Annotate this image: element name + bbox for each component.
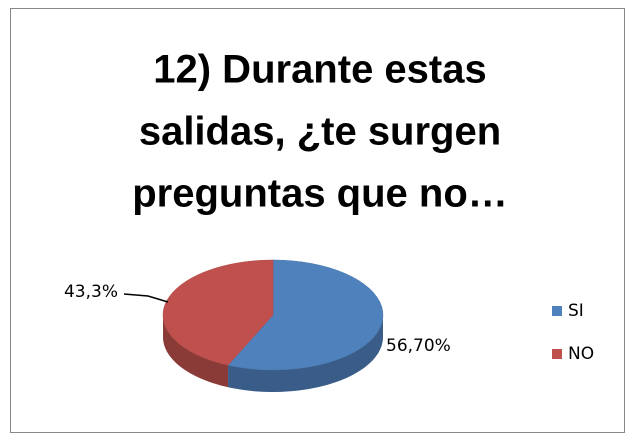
leader-line	[123, 293, 169, 303]
legend-swatch	[552, 306, 562, 316]
legend-swatch	[552, 349, 562, 359]
pie-slice	[162, 259, 274, 366]
legend-label: SI	[568, 301, 584, 321]
pie-slice	[227, 259, 384, 371]
data-label: 56,70%	[386, 336, 451, 356]
pie-side	[163, 315, 229, 388]
chart-title: preguntas que no…	[132, 172, 508, 216]
chart-title: 12) Durante estas	[153, 48, 486, 92]
chart-title: salidas, ¿te surgen	[139, 110, 501, 154]
pie-side	[228, 315, 383, 392]
legend-label: NO	[568, 344, 594, 364]
data-label: 43,3%	[64, 282, 118, 302]
